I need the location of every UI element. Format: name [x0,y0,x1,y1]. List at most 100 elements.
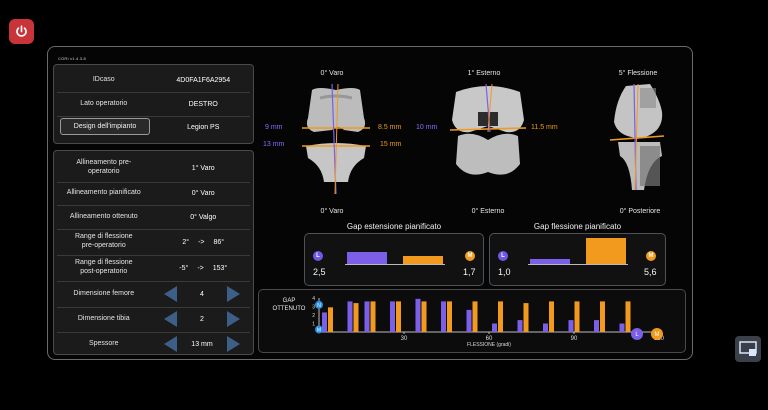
divider [57,116,250,117]
tibia-size-label: Dimensione tibia [77,314,130,322]
thickness-decrease-button[interactable] [164,336,177,352]
n-marker-label: N [317,303,321,309]
lateral-gap-bar [364,301,370,332]
tibia-increase-button[interactable] [227,311,240,327]
gap-flexion-title: Gap flessione pianificato [533,222,622,231]
gap-extension-medial-bar [403,256,443,264]
front-medial-distal: 8.5 mm [378,124,402,131]
front-view-bottom-title: 0° Varo [320,208,344,215]
m-marker-label: M [317,327,321,333]
pre-flexion-label: Range di flessione pre-operatorio [74,233,133,249]
medial-gap-bar [523,303,529,332]
thickness-increase-button[interactable] [227,336,240,352]
medial-gap-bar [549,301,554,332]
medial-badge: M [465,251,475,261]
post-flexion-from: -5° [179,264,189,272]
side-view-title: 5° Flessione [618,70,658,77]
lateral-gap-bar [619,323,625,332]
pre-flexion-range: 2° -> 86° [154,239,254,246]
lateral-gap-bar [466,309,472,332]
power-button[interactable] [9,19,34,44]
medial-gap-bar [625,301,631,332]
lateral-badge: L [498,251,508,261]
version-label: CORI v1.4.3.8 [58,56,86,61]
femur-decrease-button[interactable] [164,286,177,302]
x-axis-label: FLESSIONE (gradi) [467,342,511,348]
divider [57,332,250,333]
gap-flexion-medial-bar [586,238,626,264]
y-tick-label: 3 [312,305,315,311]
front-knee-image [302,84,370,194]
axial-knee-image [449,83,527,175]
post-flexion-row: Range di flessione post-operatorio -5° -… [54,256,253,280]
case-id-label: IDcaso [92,75,115,83]
lateral-gap-bar [347,301,353,332]
legend-lateral-label: L [635,332,639,338]
tibia-size-row: Dimensione tibia [54,308,253,330]
side-value: DESTRO [188,100,218,108]
lateral-gap-bar [492,323,497,332]
axial-view-bottom-title: 0° Esterno [471,208,505,215]
thickness-value: 13 mm [191,340,213,348]
pre-flexion-row: Range di flessione pre-operatorio 2° -> … [54,230,253,254]
legend-medial-badge [651,328,663,340]
obtained-alignment-row: Allineamento ottenuto 0° Valgo [54,206,253,228]
divider [57,229,250,230]
alignment-panel: Allineamento pre-operatorio 1° Varo Alli… [53,150,254,355]
divider [57,182,250,183]
axial-view-title: 1° Esterno [467,70,501,77]
power-icon [16,25,27,37]
gap-flexion-card: Gap flessione pianificato L M 1,0 5,6 [489,222,666,286]
y-tick-label: 2 [312,313,315,319]
x-tick-label: 60 [486,336,493,342]
post-flexion-range: -5° -> 153° [154,265,254,272]
gap-obtained-chart: GAP OTTENUTO 4321306090120FLESSIONE (gra… [258,289,686,353]
medial-badge: M [646,251,656,261]
screenshot-button[interactable] [735,336,761,362]
gap-flexion-medial-value: 5,6 [644,267,657,277]
lateral-gap-bar [390,301,395,332]
implant-design-value: Legion PS [187,123,220,131]
case-info-panel: IDcaso 4D0FA1F6A2954 Lato operatorio DES… [53,64,254,144]
side-view-bottom-title: 0° Posteriore [619,208,661,215]
gap-extension-title: Gap estensione pianificato [346,222,442,231]
pre-flexion-from: 2° [182,238,190,246]
medial-gap-bar [328,307,333,332]
case-id-row: IDcaso 4D0FA1F6A2954 [54,70,253,90]
femur-increase-button[interactable] [227,286,240,302]
n-marker [315,300,323,309]
lateral-gap-bar [322,312,327,332]
lateral-gap-bar [568,320,574,332]
tibia-decrease-button[interactable] [164,311,177,327]
medial-gap-bar [498,301,503,332]
implant-design-button[interactable]: Design dell'impianto [60,118,150,135]
medial-gap-bar [353,303,359,332]
divider [57,92,250,93]
medial-gap-bar [600,301,605,332]
gap-extension-lateral-value: 2,5 [313,267,326,277]
gap-extension-medial-value: 1,7 [463,267,476,277]
gap-extension-lateral-bar [347,252,387,264]
thickness-row: Spessore [54,333,253,355]
post-flexion-to: 153° [212,264,228,272]
side-label: Lato operatorio [80,99,128,107]
gap-extension-card: Gap estensione pianificato L M 2,5 1,7 [304,222,484,286]
lateral-gap-bar [543,323,548,332]
axial-lateral: 10 mm [416,124,438,131]
x-tick-label: 30 [401,336,408,342]
lateral-badge: L [313,251,323,261]
lateral-gap-bar [517,320,523,332]
lateral-gap-bar [441,301,446,332]
medial-gap-bar [447,301,452,332]
planned-alignment-row: Allineamento pianificato 0° Varo [54,183,253,203]
pre-alignment-row: Allineamento pre-operatorio 1° Varo [54,155,253,181]
medial-gap-bar [370,301,376,332]
medial-gap-bar [421,301,427,332]
x-tick-label: 90 [571,336,578,342]
screenshot-icon [739,341,757,356]
range-arrow: -> [197,264,204,272]
femur-size-stepper: 4 [164,286,240,302]
divider [57,255,250,256]
divider [57,205,250,206]
